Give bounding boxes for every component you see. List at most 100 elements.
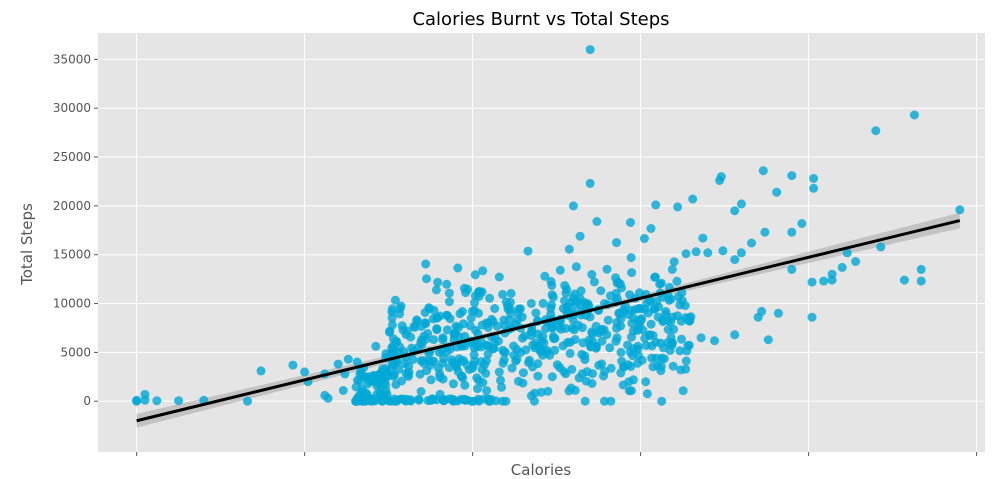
data-point [657,396,667,406]
data-point [678,386,688,396]
data-point [685,316,695,326]
data-point [673,202,683,212]
data-point [584,335,594,345]
data-point [661,307,671,316]
data-point [807,312,817,322]
data-point [916,264,926,274]
data-point [561,288,571,298]
data-point [523,246,533,256]
data-point [422,274,431,284]
data-point [483,349,493,359]
data-point [575,231,585,241]
data-point [462,360,472,370]
data-point [531,338,541,348]
data-point [681,249,691,259]
data-point [787,171,797,181]
data-point [656,338,666,348]
data-point [627,268,637,278]
data-point [357,395,367,405]
data-point [871,126,881,136]
data-point [624,386,634,396]
chart-title: Calories Burnt vs Total Steps [412,9,669,30]
data-point [500,320,510,330]
data-point [635,320,644,330]
data-point [614,308,624,318]
data-point [637,355,647,365]
data-point [589,277,599,287]
data-point [488,317,498,327]
data-point [587,270,597,279]
data-point [485,293,495,303]
data-point [641,377,651,387]
data-point [442,279,452,289]
data-point [617,283,627,293]
y-tick-label: 20000 [53,199,91,213]
data-point [396,301,406,311]
data-point [419,358,429,368]
data-point [691,247,701,257]
data-point [505,297,515,307]
data-point [703,248,713,258]
data-point [563,338,572,347]
data-point [429,335,439,345]
data-point [550,333,560,343]
data-point [851,257,861,266]
data-point [498,289,508,299]
data-point [585,178,595,188]
data-point [533,359,543,369]
data-point [482,340,492,350]
data-point [497,382,506,392]
data-point [663,325,673,334]
data-point [381,385,391,395]
data-point [300,367,310,377]
data-point [490,304,500,313]
data-point [444,297,454,307]
data-point [472,342,482,352]
data-point [633,341,643,351]
data-point [524,358,534,368]
data-point [518,368,528,378]
data-point [406,332,416,342]
data-point [682,346,692,356]
data-point [628,351,638,361]
data-point [132,395,142,405]
data-point [408,355,418,365]
data-point [412,316,422,326]
data-point [611,273,621,283]
regression-line [136,219,961,423]
data-point [591,342,601,352]
y-tick-label: 30000 [53,101,91,115]
data-point [513,308,523,318]
data-point [486,394,496,404]
data-point [787,227,797,237]
data-point [592,217,602,226]
data-point [392,336,401,346]
data-point [460,380,470,390]
data-point [715,176,725,185]
data-point [605,291,615,301]
data-point [482,386,492,396]
data-point [377,396,387,406]
data-point [602,264,612,274]
data-point [421,259,431,269]
data-point [538,332,548,341]
data-point [627,318,637,328]
data-point [439,353,449,363]
data-point [612,238,621,248]
y-tick-label: 10000 [53,297,91,311]
data-point [807,277,817,287]
data-point [514,376,523,386]
data-point [140,395,150,405]
data-point [669,257,679,267]
data-point [531,308,541,318]
data-point [403,369,413,379]
data-point [343,354,353,364]
data-point [381,364,391,374]
plot-background [98,33,985,452]
data-point [462,395,472,405]
data-point [432,395,442,405]
data-point [478,266,488,276]
data-point [507,363,517,373]
data-point [626,253,636,263]
